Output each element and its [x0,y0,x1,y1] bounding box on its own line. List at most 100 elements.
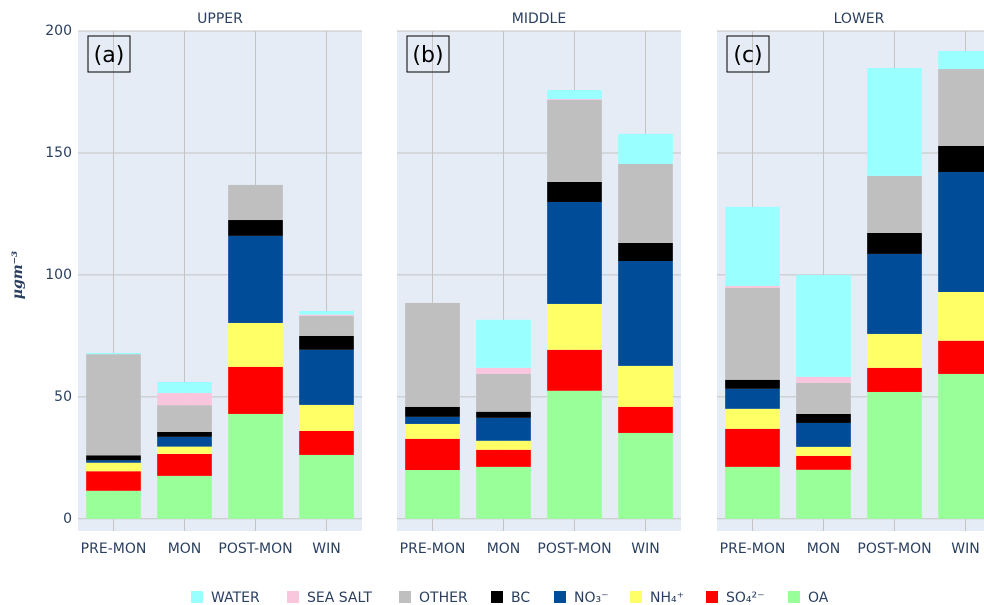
bar-segment [299,431,354,455]
bar-segment [157,431,212,437]
bar-segment [725,206,780,286]
bar-segment [405,416,460,424]
bar-segment [405,423,460,439]
bar-segment [725,466,780,519]
bar-segment [405,406,460,417]
bar-segment [725,285,780,288]
bar-segment [476,449,531,467]
bar-segment [547,181,602,202]
bar-segment [405,438,460,471]
bar-segment [299,311,354,315]
legend-label: BC [511,590,530,605]
bar-segment [86,352,141,355]
y-axis-title: μgm⁻³ [10,251,26,299]
y-tick-label: 0 [63,511,72,527]
bar-segment [618,242,673,261]
bar-segment [938,291,984,341]
legend-swatch [399,591,411,603]
x-tick-label: MON [487,541,521,557]
bar-segment [86,354,141,456]
bar-segment [547,303,602,350]
x-tick-label: WIN [312,541,340,557]
bar-segment [299,314,354,316]
bar-segment [476,373,531,412]
bar-segment [476,411,531,418]
bar-segment [299,349,354,405]
bar-segment [867,68,922,176]
bar-segment [299,454,354,519]
bar-segment [547,99,602,101]
bar-segment [86,460,141,463]
bar-segment [867,333,922,368]
bar-segment [938,145,984,172]
legend-swatch [191,591,203,603]
bar-segment [228,235,283,323]
bar-segment [86,455,141,461]
panel-title: UPPER [197,11,243,27]
legend-label: WATER [211,590,260,605]
bar-segment [476,417,531,441]
bar-segment [157,436,212,447]
bar-segment [618,432,673,519]
bar-segment [86,490,141,519]
bar-segment [157,381,212,393]
legend-label: OTHER [419,590,468,605]
y-tick-label: 150 [45,145,72,161]
bar-segment [547,90,602,100]
bar-segment [476,319,531,368]
bar-segment [796,413,851,423]
bar-segment [618,365,673,407]
bar-segment [405,302,460,407]
bar-segment [938,51,984,70]
bar-segment [725,388,780,409]
legend-label: NO₃⁻ [574,590,609,605]
bar-segment [938,171,984,292]
x-tick-label: WIN [631,541,659,557]
bar-segment [157,453,212,476]
legend-label: NH₄⁺ [650,590,684,605]
bar-segment [157,475,212,519]
bar-segment [157,446,212,454]
legend-swatch [706,591,718,603]
bar-segment [796,469,851,519]
panel-title: LOWER [834,11,885,27]
bar-segment [796,455,851,470]
x-tick-label: PRE-MON [400,541,466,557]
bar-segment [867,367,922,392]
x-tick-label: WIN [951,541,979,557]
x-tick-label: PRE-MON [81,541,147,557]
bar-segment [547,390,602,519]
bar-segment [725,287,780,380]
bar-segment [228,322,283,367]
bar-segment [867,232,922,254]
bar-segment [938,69,984,146]
bar-segment [476,466,531,519]
legend-swatch [630,591,642,603]
legend-swatch [788,591,800,603]
legend-label: OA [808,590,829,605]
x-tick-label: POST-MON [218,541,292,557]
legend-swatch [491,591,503,603]
bar-segment [157,405,212,432]
bar-segment [725,428,780,467]
bar-segment [228,366,283,414]
bar-segment [618,406,673,433]
bar-segment [476,440,531,450]
bar-segment [796,446,851,456]
bar-segment [405,470,460,519]
legend-swatch [554,591,566,603]
bar-segment [86,462,141,472]
bar-segment [796,376,851,383]
x-tick-label: POST-MON [857,541,931,557]
bar-segment [547,349,602,391]
legend-swatch [287,591,299,603]
annotation: (a) [94,43,125,68]
x-tick-label: MON [168,541,202,557]
bar-segment [796,382,851,414]
annotation-box [87,35,131,73]
bar-segment [725,379,780,389]
y-tick-label: 100 [45,267,72,283]
bar-segment [938,373,984,519]
annotation: (c) [733,43,762,68]
